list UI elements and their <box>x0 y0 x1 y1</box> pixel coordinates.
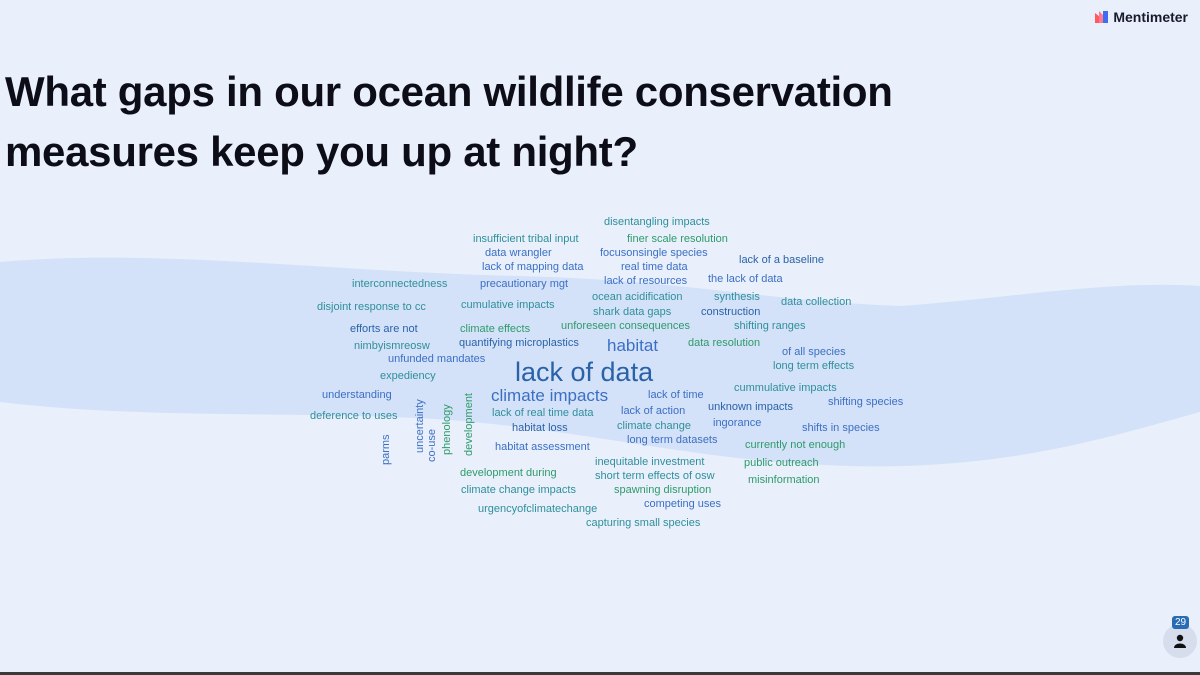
word-cloud-word: development <box>463 393 475 456</box>
word-cloud-word: data collection <box>781 296 852 309</box>
word-cloud-word: interconnectedness <box>352 278 448 291</box>
word-cloud-word: habitat loss <box>512 422 568 435</box>
word-cloud-word: shifts in species <box>802 422 880 435</box>
word-cloud-word: deference to uses <box>310 410 398 423</box>
word-cloud-word: climate effects <box>460 323 531 336</box>
word-cloud-word: inequitable investment <box>595 456 705 469</box>
word-cloud-word: short term effects of osw <box>595 470 715 483</box>
word-cloud-word: nimbyismreosw <box>354 340 430 353</box>
word-cloud-word: understanding <box>322 389 392 402</box>
word-cloud-word: urgencyofclimatechange <box>478 503 598 516</box>
word-cloud-word: public outreach <box>744 457 819 470</box>
word-cloud-word: misinformation <box>748 474 820 487</box>
word-cloud-word: lack of real time data <box>492 407 594 420</box>
word-cloud-word: synthesis <box>714 291 760 304</box>
word-cloud-word: precautionary mgt <box>480 278 569 291</box>
word-cloud-word: lack of time <box>648 389 704 402</box>
word-cloud-word: lack of resources <box>604 275 688 288</box>
word-cloud-word: the lack of data <box>708 273 783 286</box>
word-cloud-word: shark data gaps <box>593 306 672 319</box>
word-cloud-word: currently not enough <box>745 439 846 452</box>
word-cloud-word: lack of data <box>515 356 654 387</box>
word-cloud-word: capturing small species <box>586 517 701 530</box>
word-cloud-word: disjoint response to cc <box>317 301 426 314</box>
word-cloud-word: lack of mapping data <box>482 261 584 274</box>
word-cloud-word: long term effects <box>773 360 855 373</box>
word-cloud-word: ocean acidification <box>592 291 683 304</box>
word-cloud-word: insufficient tribal input <box>473 233 579 246</box>
question-line-2: measures keep you up at night? <box>5 128 638 175</box>
word-cloud-word: data wrangler <box>485 247 552 260</box>
word-cloud-word: cummulative impacts <box>734 382 837 395</box>
word-cloud-word: real time data <box>621 261 688 274</box>
audience-button[interactable] <box>1163 624 1197 658</box>
person-icon <box>1174 634 1186 648</box>
word-cloud-word: lack of a baseline <box>739 254 824 267</box>
word-cloud-word: lack of action <box>621 405 686 418</box>
word-cloud-word: construction <box>701 306 761 319</box>
audience-count-badge: 29 <box>1172 616 1190 629</box>
word-cloud-word: expediency <box>380 370 436 383</box>
word-cloud-word: habitat <box>607 335 659 355</box>
word-cloud-word: cumulative impacts <box>461 299 555 312</box>
word-cloud-word: data resolution <box>688 337 761 350</box>
word-cloud-word: unknown impacts <box>708 401 793 414</box>
word-cloud-word: focusonsingle species <box>600 247 708 260</box>
word-cloud-word: of all species <box>782 346 846 359</box>
word-cloud-word: climate change impacts <box>461 484 576 497</box>
mentimeter-logo: Mentimeter <box>1095 9 1188 25</box>
bottom-bar <box>0 672 1200 675</box>
word-cloud-word: climate change <box>617 420 691 433</box>
word-cloud-word: parms <box>380 434 392 465</box>
word-cloud-word: long term datasets <box>627 434 718 447</box>
word-cloud-word: spawning disruption <box>614 484 712 497</box>
word-cloud-word: shifting species <box>828 396 904 409</box>
word-cloud-word: competing uses <box>644 498 722 511</box>
word-cloud-word: climate impacts <box>491 385 609 405</box>
word-cloud-word: efforts are not <box>350 323 418 336</box>
question-line-1: What gaps in our ocean wildlife conserva… <box>5 68 893 115</box>
word-cloud-word: development during <box>460 467 557 480</box>
word-cloud-word: shifting ranges <box>734 320 806 333</box>
question-title: What gaps in our ocean wildlife conserva… <box>5 62 893 182</box>
word-cloud-word: ingorance <box>713 417 762 430</box>
word-cloud-word: finer scale resolution <box>627 233 728 246</box>
mentimeter-logo-icon <box>1095 11 1109 23</box>
word-cloud-word: quantifying microplastics <box>459 337 579 350</box>
word-cloud-word: unfunded mandates <box>388 353 486 366</box>
word-cloud-word: habitat assessment <box>495 441 590 454</box>
word-cloud-word: unforeseen consequences <box>561 320 691 333</box>
brand-name: Mentimeter <box>1113 9 1188 25</box>
word-cloud-word: co-use <box>426 428 438 462</box>
word-cloud-word: disentangling impacts <box>604 216 710 229</box>
word-cloud-word: phenology <box>441 404 453 455</box>
